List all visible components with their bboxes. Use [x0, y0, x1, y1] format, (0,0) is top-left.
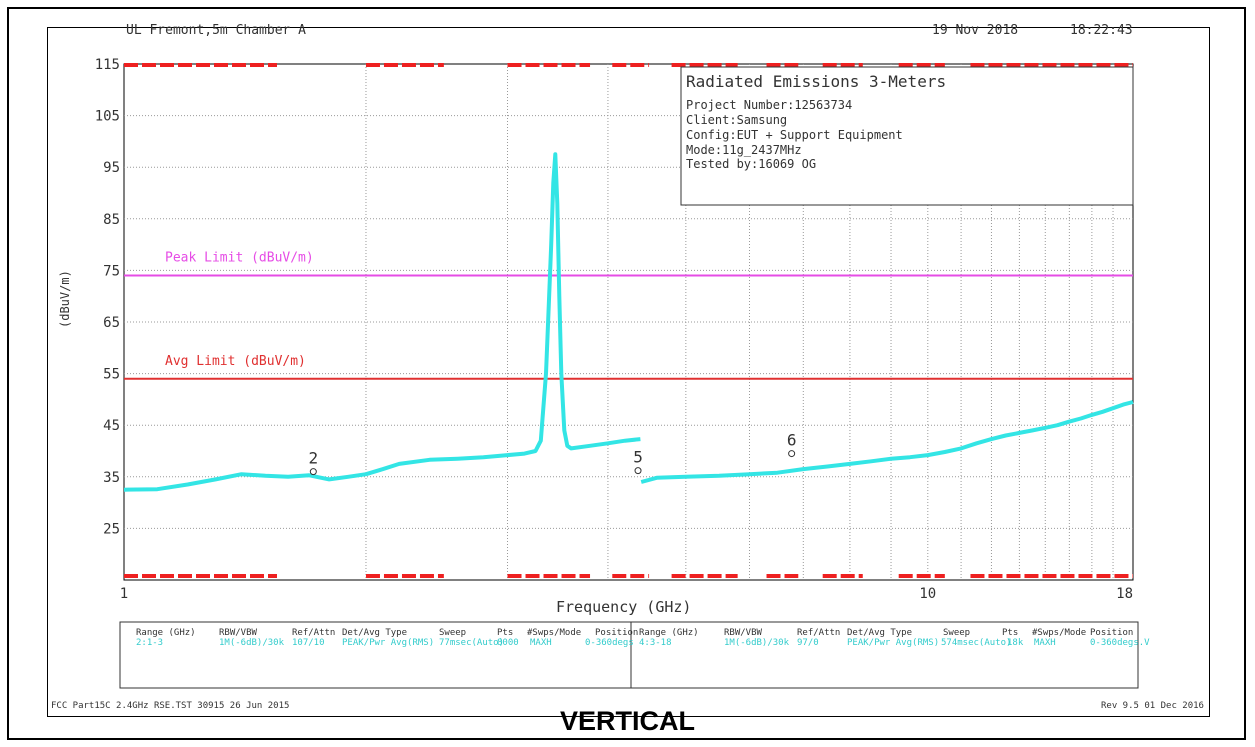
settings-table: [119, 621, 1139, 689]
table-header: Det/Avg Type: [847, 628, 913, 638]
y-tick-label: 95: [103, 160, 120, 176]
y-tick-label: 55: [103, 367, 120, 383]
footer-left: FCC Part15C 2.4GHz RSE.TST 30915 26 Jun …: [51, 701, 290, 711]
outer-frame: [7, 7, 1246, 740]
y-tick-label: 75: [103, 263, 120, 279]
table-header: RBW/VBW: [219, 628, 257, 638]
table-cell: 0-360degs: [585, 638, 634, 648]
polarization-caption: VERTICAL: [560, 706, 695, 736]
table-header: Det/Avg Type: [342, 628, 408, 638]
y-tick-label: 25: [103, 521, 120, 537]
marker-point: [788, 450, 796, 458]
table-header: Pts: [1002, 628, 1019, 638]
info-line: Mode:11g_2437MHz: [686, 143, 802, 157]
table-cell: 2:1-3: [136, 638, 164, 648]
time-label: 18:22:43: [1070, 23, 1133, 38]
table-header: Sweep: [943, 628, 971, 638]
table-cell: 77msec(Auto): [439, 638, 505, 648]
info-line: Client:Samsung: [686, 113, 788, 127]
table-header: Ref/Attn: [292, 628, 336, 638]
info-title: Radiated Emissions 3-Meters: [686, 72, 947, 91]
y-axis-label: (dBuV/m): [58, 270, 72, 328]
y-tick-label: 35: [103, 470, 120, 486]
plot-frame: [47, 27, 1210, 717]
table-cell: PEAK/Pwr Avg(RMS): [342, 638, 435, 648]
marker-label: 2: [308, 449, 318, 468]
date-label: 19 Nov 2018: [932, 23, 1019, 38]
table-cell: 1M(-6dB)/30k: [724, 638, 790, 648]
table-cell: 4:3-18: [639, 638, 672, 648]
y-tick-label: 65: [103, 315, 120, 331]
marker-label: 6: [787, 431, 797, 450]
table-header: RBW/VBW: [724, 628, 762, 638]
table-header: #Swps/Mode: [1032, 628, 1087, 638]
table-cell: PEAK/Pwr Avg(RMS): [847, 638, 940, 648]
info-box: [680, 66, 1134, 206]
footer-right: Rev 9.5 01 Dec 2016: [1101, 701, 1204, 711]
info-line: Tested by:16069 OG: [686, 157, 817, 171]
avg-limit-label: Avg Limit (dBuV/m): [165, 354, 306, 369]
table-header: Position: [595, 628, 639, 638]
marker-point: [309, 468, 317, 476]
info-line: Config:EUT + Support Equipment: [686, 128, 903, 142]
table-header: Ref/Attn: [797, 628, 841, 638]
site-label: UL Fremont,5m Chamber A: [126, 23, 307, 38]
table-cell: 1M(-6dB)/30k: [219, 638, 285, 648]
y-tick-label: 85: [103, 212, 120, 228]
emission-trace: [123, 152, 641, 492]
table-header: Sweep: [439, 628, 467, 638]
table-header: Range (GHz): [136, 628, 196, 638]
marker-point: [634, 467, 642, 475]
table-cell: 107/10: [292, 638, 325, 648]
table-cell: 97/0: [797, 638, 819, 648]
info-line: Project Number:12563734: [686, 98, 853, 112]
x-tick-label: 10: [919, 586, 936, 602]
table-cell: 0-360degs.V: [1090, 638, 1150, 648]
table-header: Pts: [497, 628, 514, 638]
peak-limit-label: Peak Limit (dBuV/m): [165, 251, 314, 266]
y-tick-label: 115: [95, 57, 120, 73]
table-header: #Swps/Mode: [527, 628, 582, 638]
x-tick-label: 1: [120, 586, 128, 602]
table-cell: 18k: [1007, 638, 1024, 648]
table-cell: MAXH: [1034, 638, 1056, 648]
table-header: Position: [1090, 628, 1134, 638]
emission-trace: [640, 400, 1134, 484]
table-header: Range (GHz): [639, 628, 699, 638]
y-tick-label: 105: [95, 109, 120, 125]
table-cell: MAXH: [530, 638, 552, 648]
x-tick-label: 18: [1116, 586, 1133, 602]
x-axis-label: Frequency (GHz): [556, 598, 692, 616]
table-cell: 574msec(Auto): [941, 638, 1012, 648]
y-tick-label: 45: [103, 418, 120, 434]
marker-label: 5: [633, 448, 643, 467]
table-cell: 8000: [497, 638, 519, 648]
